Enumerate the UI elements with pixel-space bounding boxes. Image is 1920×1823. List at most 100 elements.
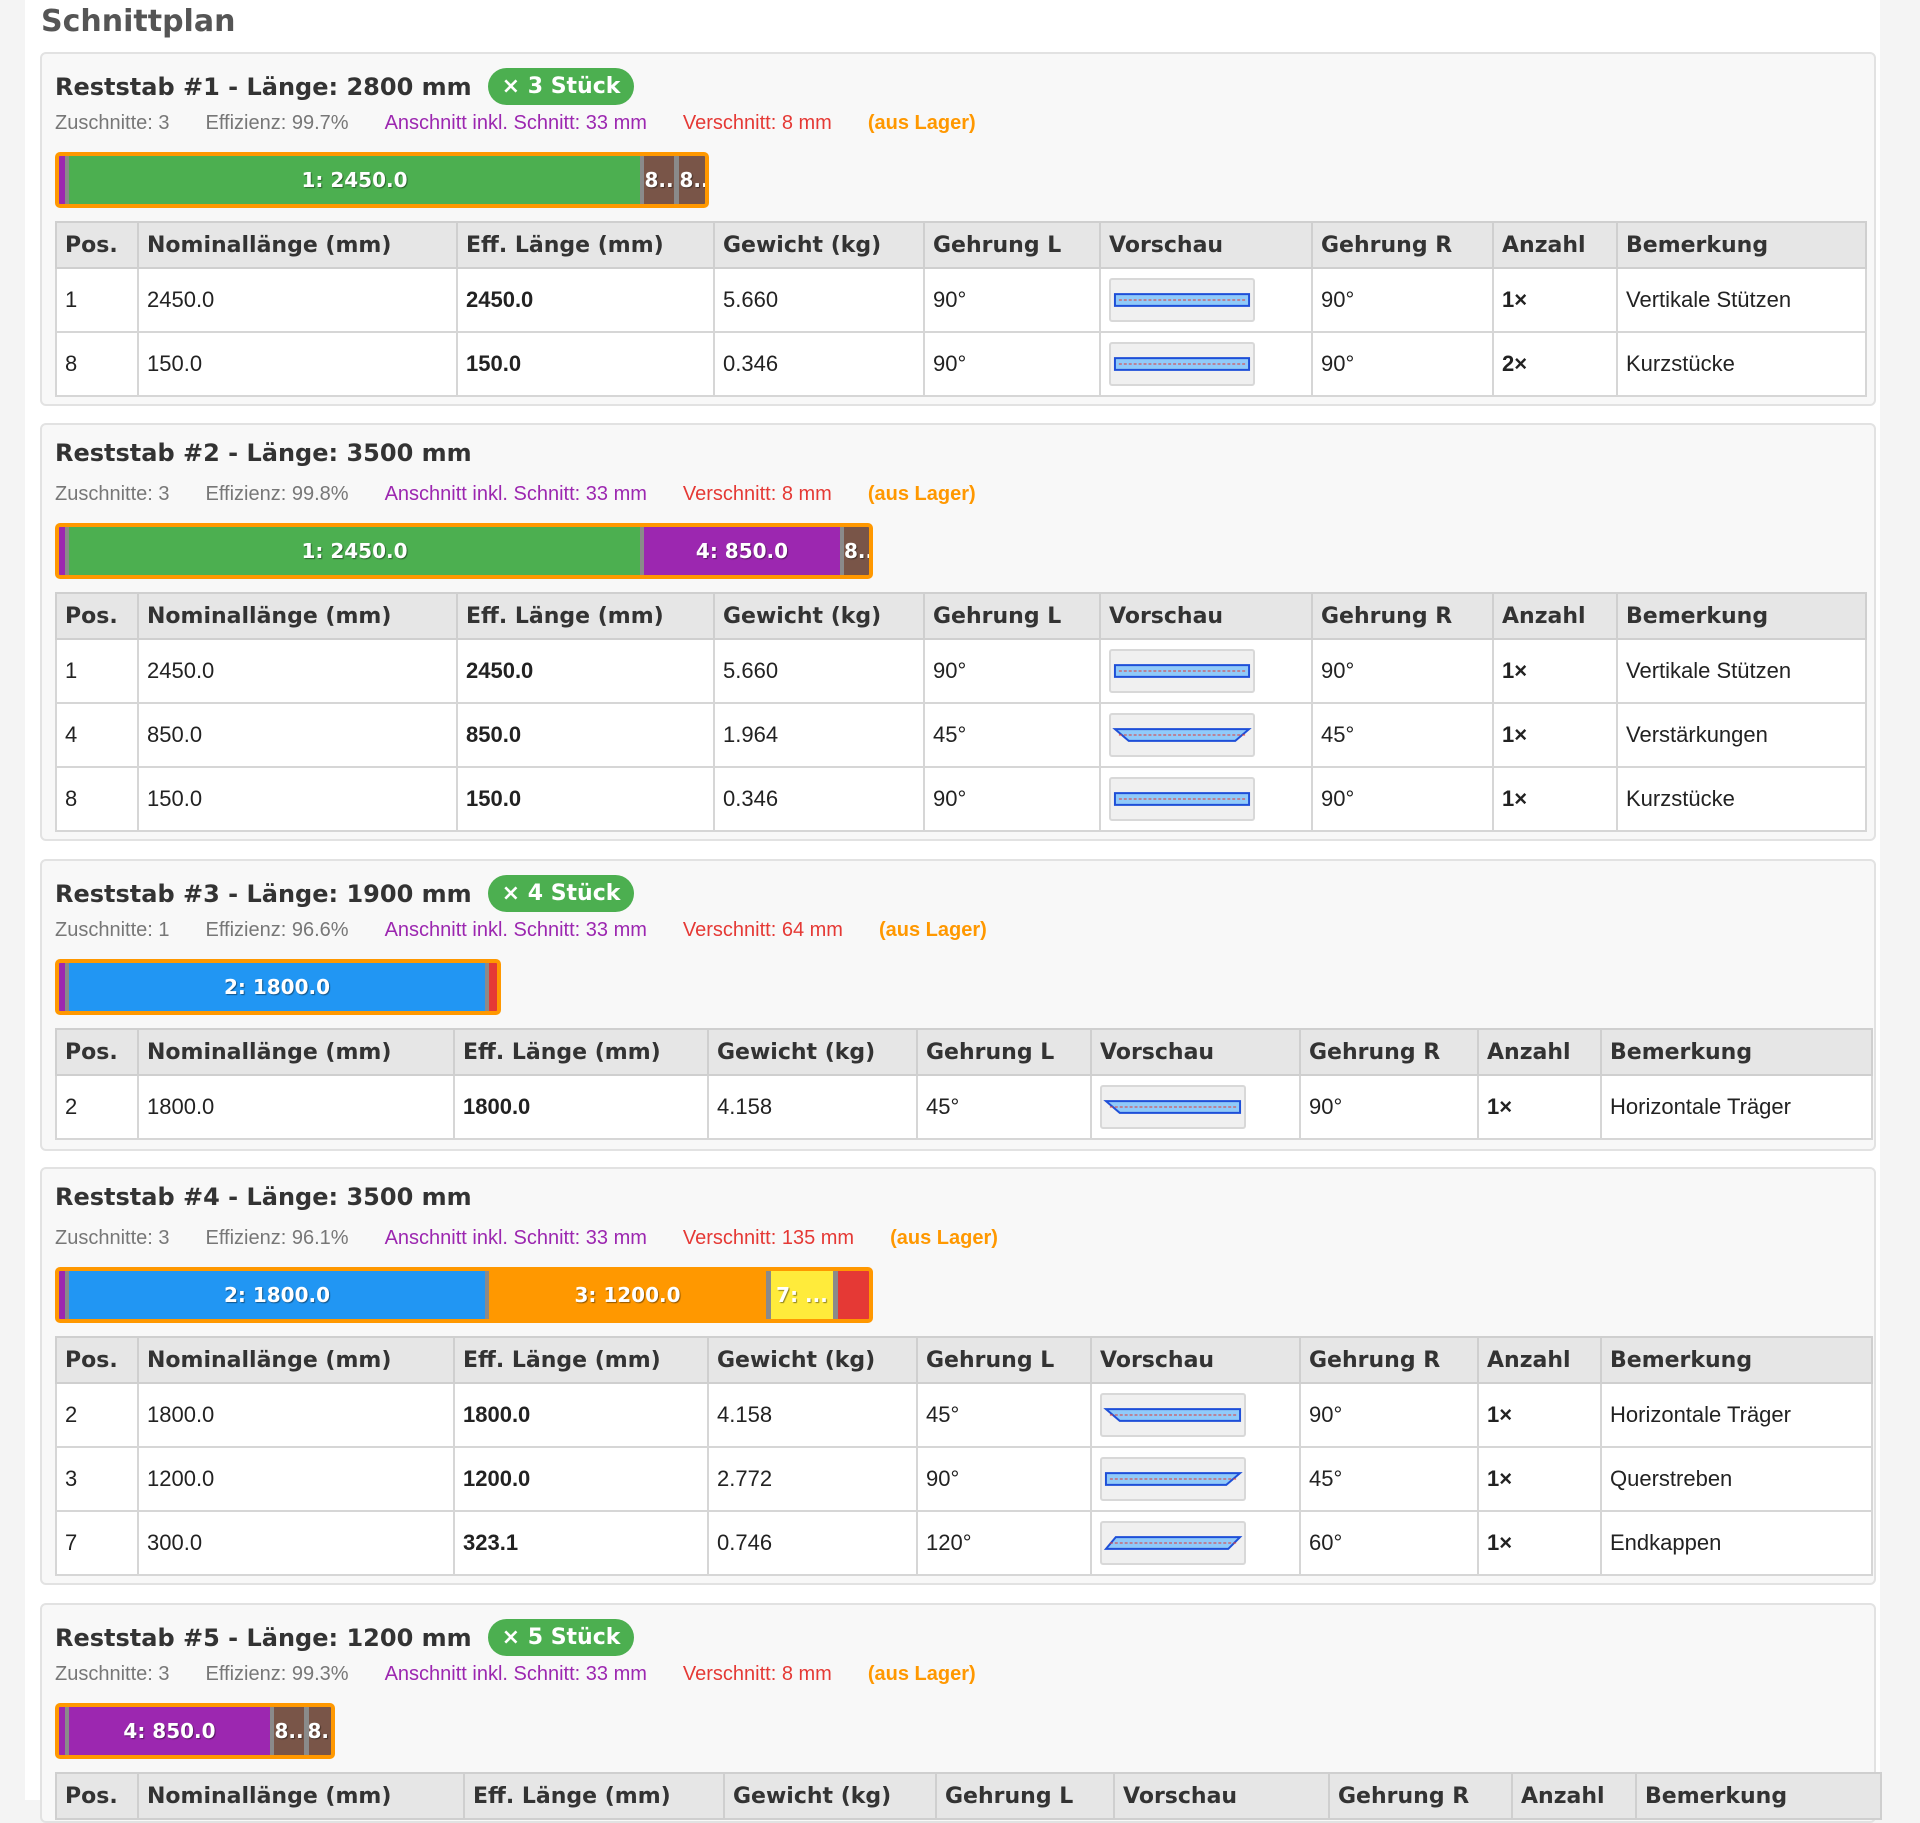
bar-offcut-segment[interactable] — [59, 527, 65, 575]
table-row[interactable]: 4 850.0 850.0 1.964 45° 45° 1× Verstärkungen — [55, 702, 1867, 768]
column-header[interactable]: Bemerkung — [1635, 1772, 1882, 1820]
card-title: Reststab #2 - Länge: 3500 mm — [55, 439, 472, 467]
column-header[interactable]: Gehrung L — [916, 1336, 1092, 1384]
miter-left-cell: 45° — [916, 1074, 1092, 1140]
bar-offcut-segment[interactable] — [59, 1707, 65, 1755]
column-header[interactable]: Gehrung L — [923, 221, 1101, 269]
remnant-card: Reststab #5 - Länge: 1200 mm × 5 Stück Zus… — [40, 1603, 1882, 1823]
table-row[interactable]: 1 2450.0 2450.0 5.660 90° 90° 1× Vertikale Stüt… — [55, 638, 1867, 704]
column-header[interactable]: Gehrung R — [1311, 221, 1494, 269]
note-cell: Endkappen — [1600, 1510, 1873, 1576]
bar-part-segment[interactable]: 1: 2450.0 — [69, 527, 640, 575]
page: Schnittplan Reststab #1 - Länge: 2800 mm… — [25, 0, 1882, 1823]
column-header[interactable]: Eff. Länge (mm) — [456, 592, 715, 640]
table-row[interactable]: 7 300.0 323.1 0.746 120° 60° 1× Endkappen — [55, 1510, 1873, 1576]
column-header[interactable]: Gehrung R — [1299, 1028, 1479, 1076]
column-header[interactable]: Eff. Länge (mm) — [453, 1028, 709, 1076]
preview-cell — [1090, 1446, 1301, 1512]
table-row[interactable]: 2 1800.0 1800.0 4.158 45° 90° 1× Horizontale Tr… — [55, 1382, 1873, 1448]
nominal-length-cell: 300.0 — [137, 1510, 455, 1576]
bar-part-segment[interactable]: 8.. — [844, 527, 869, 575]
column-header[interactable]: Eff. Länge (mm) — [456, 221, 715, 269]
weight-cell: 0.346 — [713, 331, 925, 397]
table-row[interactable]: 8 150.0 150.0 0.346 90° 90° 2× Kurzstücke — [55, 331, 1867, 397]
column-header[interactable]: Gewicht (kg) — [707, 1028, 918, 1076]
pos-cell: 4 — [55, 702, 139, 768]
column-header[interactable]: Gehrung L — [935, 1772, 1115, 1820]
quantity-cell: 1× — [1477, 1074, 1602, 1140]
table-row[interactable]: 2 1800.0 1800.0 4.158 45° 90° 1× Horizontale Tr… — [55, 1074, 1873, 1140]
bar-part-segment[interactable]: 3: 1200.0 — [489, 1271, 766, 1319]
bar-waste-segment[interactable] — [838, 1271, 869, 1319]
bar-part-segment[interactable]: 8.. — [274, 1707, 304, 1755]
column-header[interactable]: Pos. — [55, 221, 139, 269]
column-header[interactable]: Nominallänge (mm) — [137, 221, 458, 269]
column-header[interactable]: Pos. — [55, 1336, 139, 1384]
bar-part-segment[interactable]: 7: ... — [771, 1271, 833, 1319]
column-header[interactable]: Vorschau — [1099, 221, 1313, 269]
effective-length-cell: 1800.0 — [453, 1382, 709, 1448]
profile-preview-icon — [1100, 1521, 1246, 1565]
column-header[interactable]: Gehrung L — [916, 1028, 1092, 1076]
quantity-badge: × 3 Stück — [487, 68, 635, 105]
column-header[interactable]: Gehrung R — [1299, 1336, 1479, 1384]
bar-offcut-segment[interactable] — [59, 156, 65, 204]
column-header[interactable]: Anzahl — [1477, 1028, 1602, 1076]
column-header[interactable]: Pos. — [55, 592, 139, 640]
bar-part-segment[interactable]: 8.. — [309, 1707, 331, 1755]
column-header[interactable]: Vorschau — [1090, 1028, 1301, 1076]
bar-part-segment[interactable]: 4: 850.0 — [69, 1707, 270, 1755]
column-header[interactable]: Eff. Länge (mm) — [453, 1336, 709, 1384]
table-row[interactable]: 3 1200.0 1200.0 2.772 90° 45° 1× Querstreben — [55, 1446, 1873, 1512]
bar-offcut-segment[interactable] — [59, 963, 65, 1011]
bar-part-segment[interactable]: 8.. — [679, 156, 705, 204]
column-header[interactable]: Pos. — [55, 1028, 139, 1076]
column-header[interactable]: Vorschau — [1090, 1336, 1301, 1384]
column-header[interactable]: Anzahl — [1511, 1772, 1637, 1820]
remnant-card: Reststab #1 - Länge: 2800 mm × 3 Stück Zus… — [40, 52, 1876, 406]
column-header[interactable]: Gewicht (kg) — [707, 1336, 918, 1384]
bar-part-segment[interactable]: 2: 1800.0 — [69, 963, 485, 1011]
miter-right-cell: 90° — [1311, 331, 1494, 397]
bar-offcut-segment[interactable] — [59, 1271, 65, 1319]
parts-table: Pos. Nominallänge (mm) Eff. Länge (mm) Gewi… — [55, 221, 1867, 397]
nominal-length-cell: 2450.0 — [137, 638, 458, 704]
bar-part-segment[interactable]: 8.. — [644, 156, 674, 204]
column-header[interactable]: Bemerkung — [1616, 592, 1867, 640]
cut-bar: 2: 1800.0 3: 1200.0 7: ... — [55, 1267, 873, 1323]
column-header[interactable]: Gewicht (kg) — [723, 1772, 937, 1820]
column-header[interactable]: Nominallänge (mm) — [137, 1336, 455, 1384]
column-header[interactable]: Gehrung R — [1328, 1772, 1513, 1820]
bar-waste-segment[interactable] — [489, 963, 497, 1011]
waste-info: Verschnitt: 135 mm — [682, 1227, 855, 1249]
column-header[interactable]: Vorschau — [1099, 592, 1313, 640]
column-header[interactable]: Bemerkung — [1600, 1336, 1873, 1384]
remnant-card: Reststab #4 - Länge: 3500 mm Zuschnitte: … — [40, 1167, 1876, 1585]
miter-right-cell: 90° — [1311, 766, 1494, 832]
profile-preview-icon — [1109, 777, 1255, 821]
bar-part-segment[interactable]: 2: 1800.0 — [69, 1271, 485, 1319]
column-header[interactable]: Gewicht (kg) — [713, 592, 925, 640]
column-header[interactable]: Gewicht (kg) — [713, 221, 925, 269]
column-header[interactable]: Anzahl — [1492, 592, 1618, 640]
pos-cell: 3 — [55, 1446, 139, 1512]
column-header[interactable]: Nominallänge (mm) — [137, 1772, 465, 1820]
column-header[interactable]: Anzahl — [1477, 1336, 1602, 1384]
column-header[interactable]: Anzahl — [1492, 221, 1618, 269]
column-header[interactable]: Pos. — [55, 1772, 139, 1820]
bar-part-segment[interactable]: 1: 2450.0 — [69, 156, 640, 204]
miter-left-cell: 90° — [923, 638, 1101, 704]
table-row[interactable]: 1 2450.0 2450.0 5.660 90° 90° 1× Vertikale Stüt… — [55, 267, 1867, 333]
column-header[interactable]: Bemerkung — [1616, 221, 1867, 269]
table-row[interactable]: 8 150.0 150.0 0.346 90° 90° 1× Kurzstücke — [55, 766, 1867, 832]
profile-preview-icon — [1100, 1457, 1246, 1501]
column-header[interactable]: Vorschau — [1113, 1772, 1330, 1820]
pos-cell: 8 — [55, 766, 139, 832]
column-header[interactable]: Bemerkung — [1600, 1028, 1873, 1076]
column-header[interactable]: Eff. Länge (mm) — [463, 1772, 725, 1820]
column-header[interactable]: Nominallänge (mm) — [137, 592, 458, 640]
column-header[interactable]: Nominallänge (mm) — [137, 1028, 455, 1076]
column-header[interactable]: Gehrung R — [1311, 592, 1494, 640]
column-header[interactable]: Gehrung L — [923, 592, 1101, 640]
bar-part-segment[interactable]: 4: 850.0 — [644, 527, 840, 575]
